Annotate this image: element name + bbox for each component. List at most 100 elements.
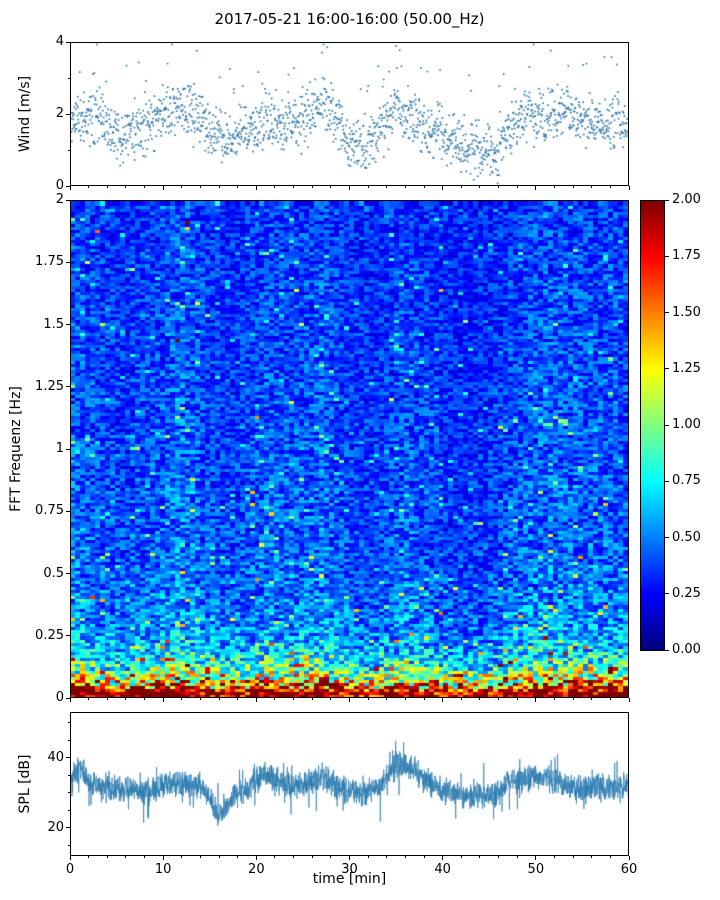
wind-x-minor-tick bbox=[498, 186, 500, 188]
wind-y-tick bbox=[66, 41, 70, 43]
spectrogram-x-minor-tick bbox=[423, 698, 425, 700]
spl-x-minor-tick bbox=[218, 856, 220, 858]
spectrogram-x-tick bbox=[255, 698, 257, 702]
spl-x-minor-tick bbox=[553, 856, 555, 858]
spl-x-minor-tick bbox=[591, 856, 593, 858]
spectrogram-x-minor-tick bbox=[293, 698, 295, 700]
spl-y-tick bbox=[66, 827, 70, 829]
spectrogram-x-minor-tick bbox=[311, 698, 313, 700]
spl-y-tick-label: 40 bbox=[47, 749, 64, 765]
colorbar-tick bbox=[665, 649, 669, 651]
wind-y-tick bbox=[66, 113, 70, 115]
colorbar-tick bbox=[665, 424, 669, 426]
x-tick-label: 40 bbox=[434, 862, 451, 877]
spl-x-tick bbox=[255, 856, 257, 860]
spl-x-minor-tick bbox=[367, 856, 369, 858]
colorbar-tick bbox=[665, 593, 669, 595]
spectrogram-x-tick bbox=[442, 698, 444, 702]
spl-x-minor-tick bbox=[330, 856, 332, 858]
wind-y-tick bbox=[66, 185, 70, 187]
spl-x-tick bbox=[69, 856, 71, 860]
colorbar-tick bbox=[665, 255, 669, 257]
spl-x-tick bbox=[442, 856, 444, 860]
spl-y-minor-tick bbox=[68, 809, 70, 811]
spectrogram-x-minor-tick bbox=[199, 698, 201, 700]
spectrogram-x-minor-tick bbox=[404, 698, 406, 700]
wind-x-minor-tick bbox=[609, 186, 611, 188]
wind-x-minor-tick bbox=[591, 186, 593, 188]
spectrogram-x-minor-tick bbox=[330, 698, 332, 700]
wind-plot bbox=[70, 42, 629, 186]
wind-x-tick bbox=[162, 186, 164, 190]
x-tick-label: 10 bbox=[154, 862, 172, 877]
wind-x-minor-tick bbox=[460, 186, 462, 188]
wind-scatter-canvas bbox=[71, 43, 628, 185]
wind-x-minor-tick bbox=[330, 186, 332, 188]
wind-x-minor-tick bbox=[367, 186, 369, 188]
spectrogram-x-minor-tick bbox=[367, 698, 369, 700]
wind-x-minor-tick bbox=[516, 186, 518, 188]
spl-x-minor-tick bbox=[311, 856, 313, 858]
x-tick-label: 20 bbox=[248, 862, 265, 877]
colorbar-tick-label: 1.50 bbox=[672, 304, 701, 320]
spectrogram-x-minor-tick bbox=[274, 698, 276, 700]
colorbar-tick-label: 2.00 bbox=[672, 192, 701, 207]
spl-x-tick bbox=[162, 856, 164, 860]
wind-x-minor-tick bbox=[386, 186, 388, 188]
spl-x-minor-tick bbox=[460, 856, 462, 858]
wind-y-tick-label: 4 bbox=[55, 34, 64, 49]
colorbar bbox=[640, 200, 665, 651]
spectrogram-y-tick-label: 1.5 bbox=[43, 316, 64, 332]
spectrogram-y-tick-label: 0.25 bbox=[35, 627, 64, 643]
wind-x-tick bbox=[442, 186, 444, 190]
spectrogram-y-tick-label: 0.75 bbox=[35, 503, 64, 519]
wind-x-tick bbox=[255, 186, 257, 190]
spl-x-minor-tick bbox=[181, 856, 183, 858]
wind-x-minor-tick bbox=[479, 186, 481, 188]
wind-x-minor-tick bbox=[199, 186, 201, 188]
colorbar-tick-label: 0.00 bbox=[672, 642, 701, 657]
spectrogram-y-tick bbox=[66, 324, 70, 325]
wind-y-tick-label: 2 bbox=[55, 106, 64, 121]
spl-x-minor-tick bbox=[479, 856, 481, 858]
spectrogram-x-minor-tick bbox=[460, 698, 462, 700]
spectrogram-x-minor-tick bbox=[106, 698, 108, 700]
wind-x-minor-tick bbox=[106, 186, 108, 188]
spl-x-minor-tick bbox=[516, 856, 518, 858]
spl-x-minor-tick bbox=[237, 856, 239, 858]
colorbar-gradient bbox=[641, 201, 664, 650]
wind-x-minor-tick bbox=[311, 186, 313, 188]
spectrogram-y-tick bbox=[66, 635, 70, 637]
spl-x-minor-tick bbox=[144, 856, 146, 858]
spectrogram-y-tick-label: 0.5 bbox=[43, 565, 64, 581]
colorbar-tick-label: 1.75 bbox=[672, 248, 701, 264]
spectrogram-y-tick-label: 1.25 bbox=[35, 378, 64, 394]
spectrogram-x-minor-tick bbox=[181, 698, 183, 700]
spl-x-minor-tick bbox=[609, 856, 611, 858]
x-tick-label: 0 bbox=[65, 862, 75, 877]
spectrogram-x-tick bbox=[162, 698, 164, 702]
wind-x-minor-tick bbox=[181, 186, 183, 188]
spectrogram-y-tick bbox=[66, 261, 70, 263]
spectrogram-x-minor-tick bbox=[88, 698, 90, 700]
spl-y-minor-tick bbox=[68, 844, 70, 846]
x-tick-label: 30 bbox=[341, 862, 358, 877]
spl-x-minor-tick bbox=[572, 856, 574, 858]
spectrogram-x-minor-tick bbox=[218, 698, 220, 700]
spectrogram-y-tick bbox=[66, 386, 70, 388]
colorbar-tick-label: 0.75 bbox=[672, 473, 701, 489]
spectrogram-x-minor-tick bbox=[144, 698, 146, 700]
colorbar-tick bbox=[665, 480, 669, 482]
colorbar-tick-label: 1.00 bbox=[672, 417, 701, 432]
wind-x-minor-tick bbox=[404, 186, 406, 188]
spl-y-tick-label: 20 bbox=[47, 819, 64, 835]
wind-y-tick-label: 0 bbox=[55, 178, 64, 193]
colorbar-tick-label: 0.25 bbox=[672, 585, 701, 601]
spl-x-minor-tick bbox=[423, 856, 425, 858]
wind-x-tick bbox=[628, 186, 630, 190]
figure-title: 2017-05-21 16:00-16:00 (50.00_Hz) bbox=[214, 10, 485, 28]
wind-x-minor-tick bbox=[274, 186, 276, 188]
colorbar-tick bbox=[665, 199, 669, 201]
spectrogram-y-tick bbox=[66, 199, 70, 201]
